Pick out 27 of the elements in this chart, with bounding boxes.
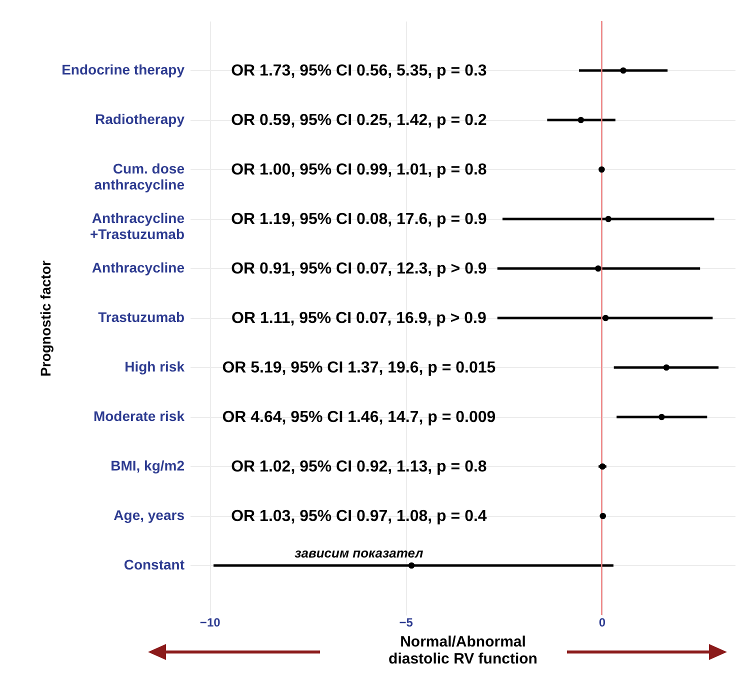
x-tick-label: −5 [399,616,414,630]
annotation: OR 1.73, 95% CI 0.56, 5.35, p = 0.3 [231,62,487,80]
annotation: OR 4.64, 95% CI 1.46, 14.7, p = 0.009 [222,409,496,426]
annotation: OR 1.03, 95% CI 0.97, 1.08, p = 0.4 [231,508,487,525]
annotation: OR 1.00, 95% CI 0.99, 1.01, p = 0.8 [231,162,487,178]
y-tick-label: Moderate risk [93,408,185,424]
annotation: OR 1.02, 95% CI 0.92, 1.13, p = 0.8 [231,458,487,476]
y-axis-title: Prognostic factor [38,260,54,376]
y-tick-label: Radiotherapy [95,111,185,127]
annotation: OR 0.59, 95% CI 0.25, 1.42, p = 0.2 [231,112,487,129]
y-tick-label: Anthracycline [92,260,185,276]
y-tick-label: Endocrine therapy [62,62,185,78]
y-tick-label: Cum. dose anthracycline [94,160,185,192]
y-tick-label: Anthracycline +Trastuzumab [90,210,185,242]
annotation: OR 5.19, 95% CI 1.37, 19.6, p = 0.015 [222,360,496,376]
annotation: зависим показател [294,546,424,560]
x-tick-label: 0 [598,616,606,630]
y-tick-label: Constant [124,556,185,572]
x-tick-label: −10 [200,616,221,630]
x-axis-title: Normal/Abnormal diastolic RV function [388,634,538,668]
y-tick-label: Trastuzumab [98,309,184,325]
annotation: OR 1.19, 95% CI 0.08, 17.6, p = 0.9 [231,211,487,228]
annotation: OR 0.91, 95% CI 0.07, 12.3, p > 0.9 [231,260,487,278]
y-tick-label: BMI, kg/m2 [110,458,185,474]
y-tick-label: High risk [124,358,185,374]
annotation: OR 1.11, 95% CI 0.07, 16.9, p > 0.9 [232,310,486,327]
y-tick-label: Age, years [114,507,185,523]
